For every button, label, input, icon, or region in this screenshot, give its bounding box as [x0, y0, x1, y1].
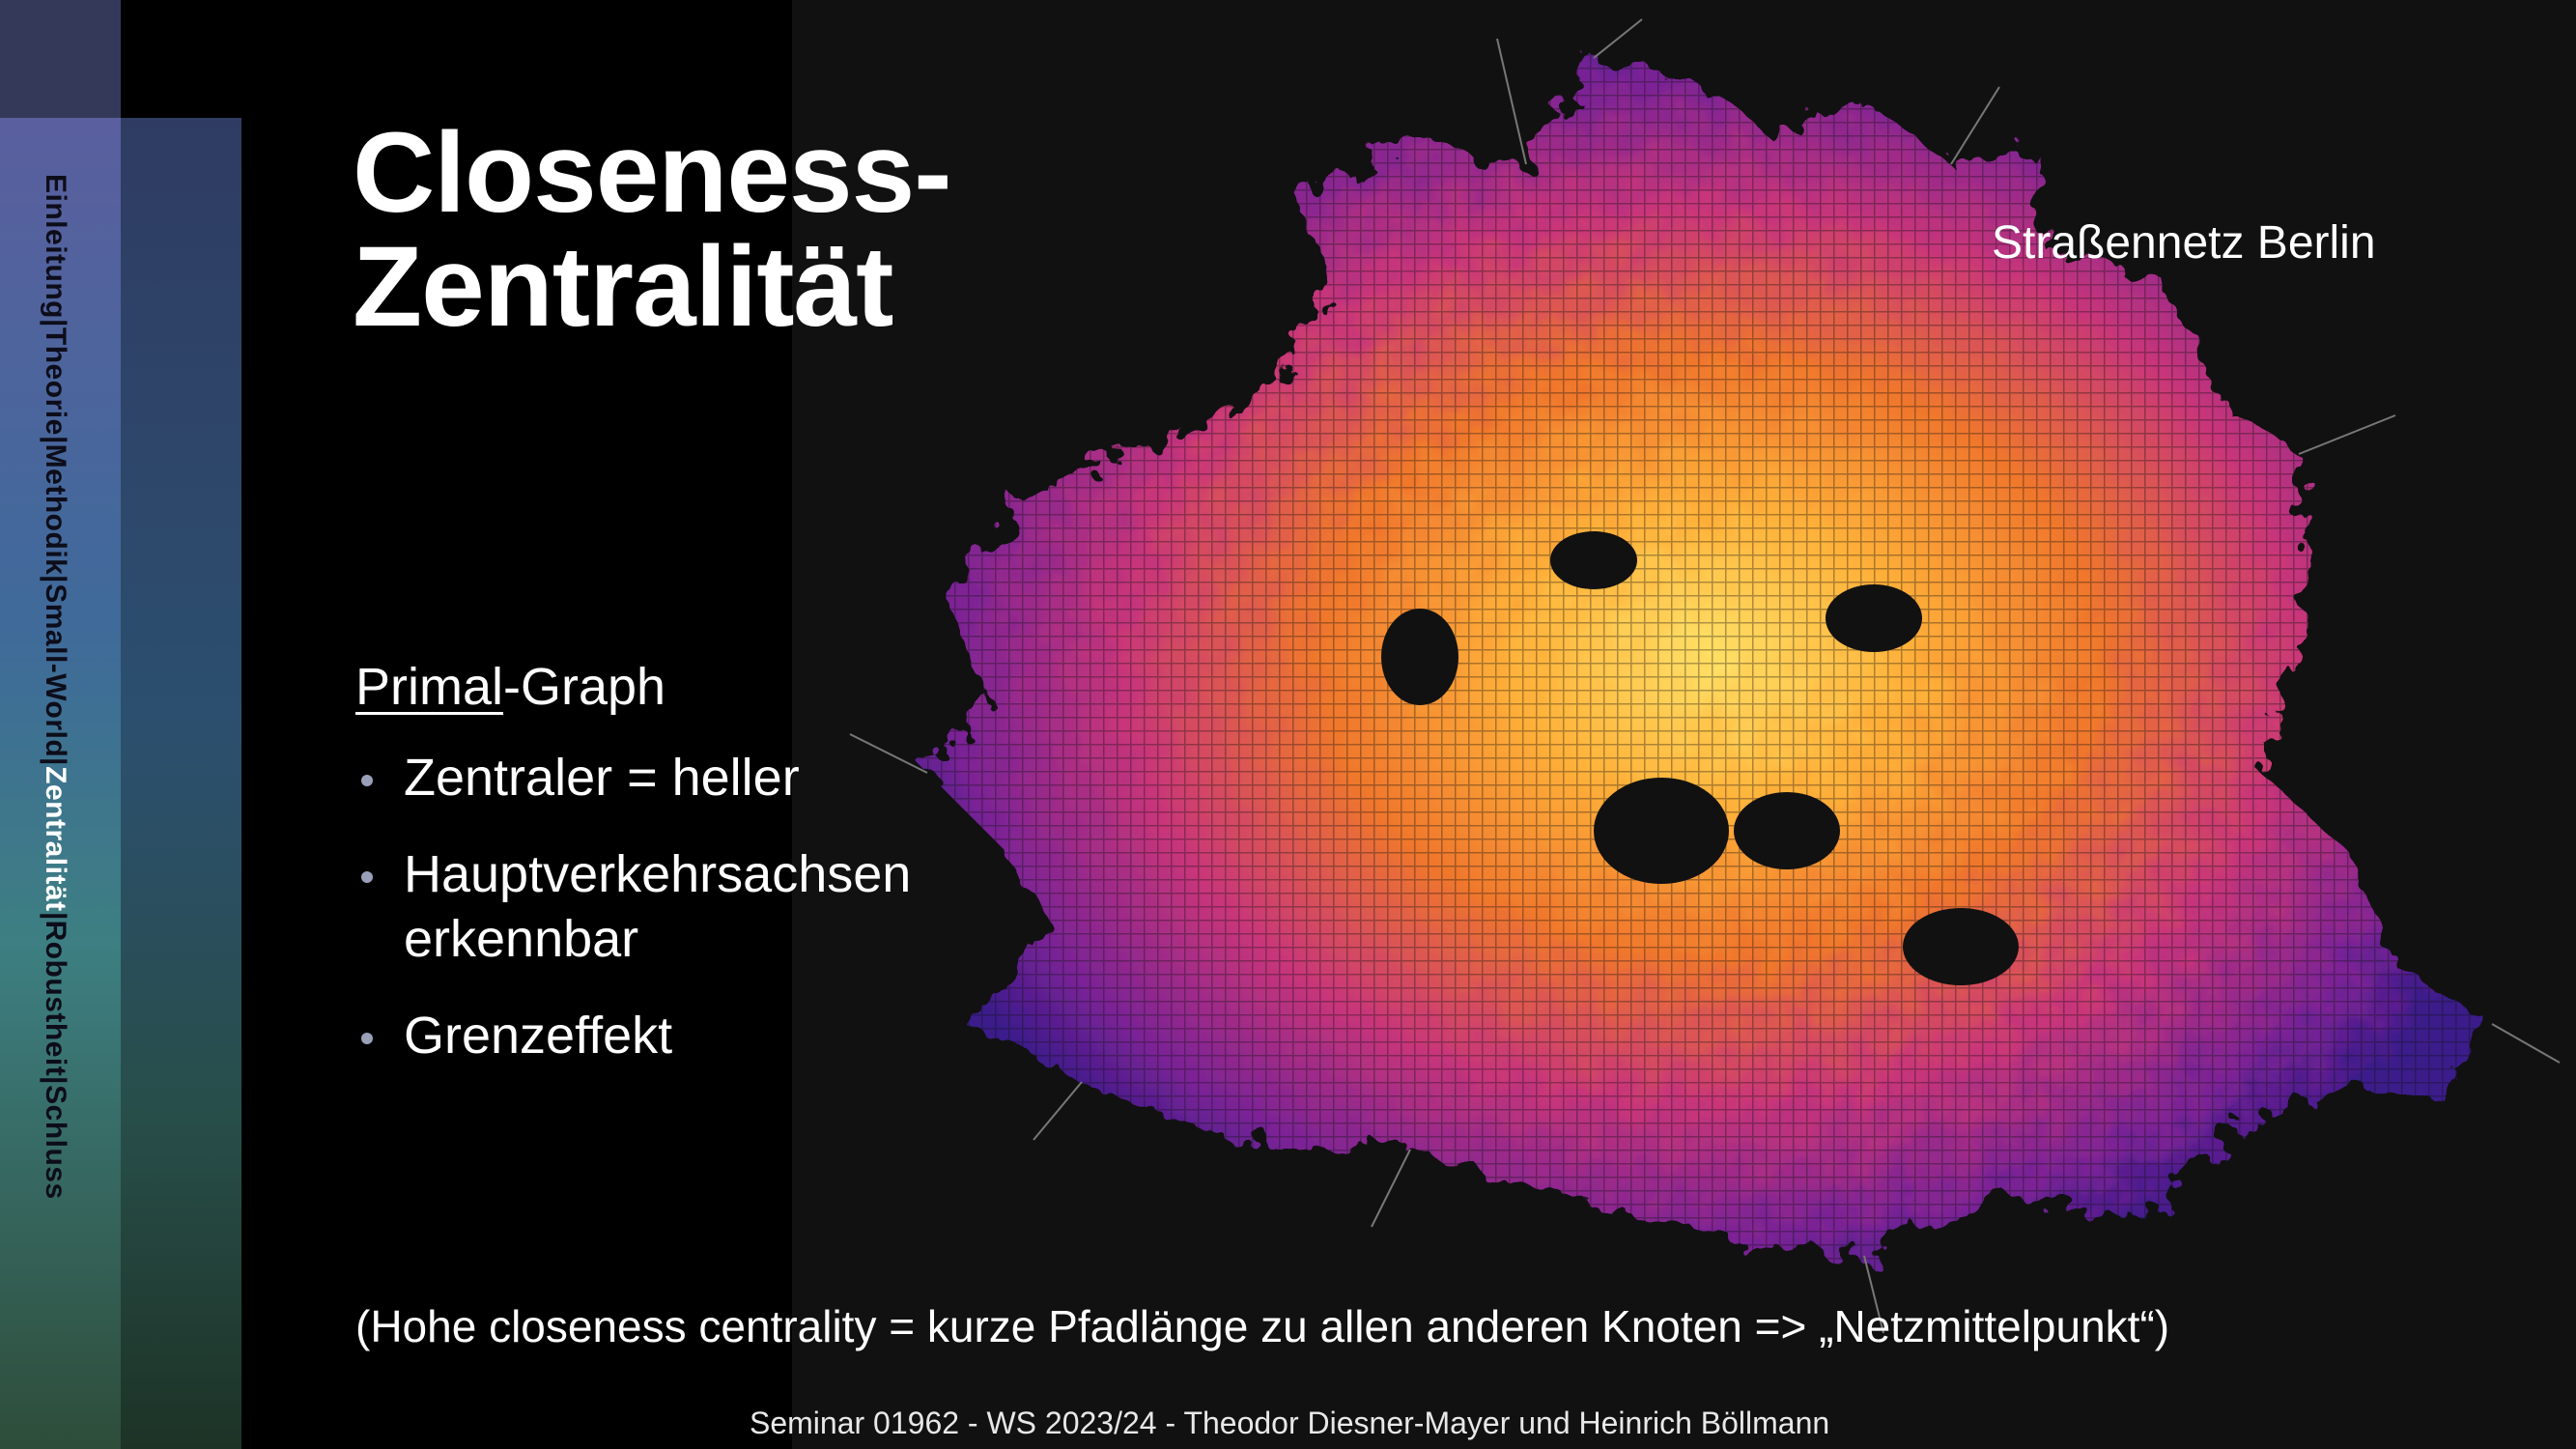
footnote: (Hohe closeness centrality = kurze Pfadl… — [355, 1301, 2170, 1351]
nav-separator: | — [40, 575, 71, 584]
title-line-1: Closeness- — [353, 109, 952, 237]
bullet-dot — [361, 1032, 373, 1044]
slide-footer: Seminar 01962 - WS 2023/24 - Theodor Die… — [750, 1406, 1830, 1440]
graph-type-underlined: Primal — [355, 658, 504, 716]
slide-content: Primal-Graph Zentraler = heller Hauptver… — [355, 657, 1032, 1099]
slide-title: Closeness- Zentralität — [353, 116, 1087, 344]
sidebar — [0, 118, 121, 1449]
nav-separator: | — [40, 319, 71, 327]
graph-type-rest: -Graph — [503, 658, 666, 716]
bullet-text: Zentraler = heller — [404, 749, 800, 807]
bullet-dot — [361, 775, 373, 786]
bullet-text: Grenzeffekt — [404, 1006, 673, 1065]
nav-item-robustheit[interactable]: Robustheit — [40, 920, 71, 1077]
nav-separator: | — [40, 757, 71, 767]
nav-separator: | — [40, 1076, 71, 1086]
bullet-text-continued: erkennbar — [404, 910, 639, 968]
bullet-dot — [361, 870, 373, 883]
title-line-2: Zentralität — [353, 223, 893, 351]
bullet-text: Hauptverkehrsachsen — [404, 844, 912, 903]
bullet-item: Zentraler = heller — [355, 746, 1032, 811]
nav-separator: | — [40, 435, 71, 444]
nav-item-theorie[interactable]: Theorie — [40, 327, 71, 436]
nav-item-zentralitaet[interactable]: Zentralität — [40, 766, 71, 912]
nav-item-methodik[interactable]: Methodik — [40, 443, 71, 576]
map-caption: Straßennetz Berlin — [1992, 217, 2376, 269]
berlin-street-network-map — [792, 0, 2576, 1449]
nav-item-small-world[interactable]: Small-World — [40, 583, 71, 758]
bullet-item: Grenzeffekt — [355, 1004, 1032, 1069]
section-navigation: Einleitung|Theorie|Methodik|Small-World|… — [39, 174, 87, 1410]
nav-item-einleitung[interactable]: Einleitung — [40, 174, 71, 319]
bullet-list: Zentraler = heller Hauptverkehrsachsen e… — [355, 746, 1032, 1068]
graph-type-label: Primal-Graph — [355, 657, 1032, 717]
bullet-item: Hauptverkehrsachsen erkennbar — [355, 842, 1032, 973]
nav-item-schluss[interactable]: Schluss — [40, 1085, 71, 1200]
sidebar-top-block — [0, 0, 121, 118]
nav-separator: | — [40, 911, 71, 921]
sidebar-strip — [121, 118, 241, 1449]
